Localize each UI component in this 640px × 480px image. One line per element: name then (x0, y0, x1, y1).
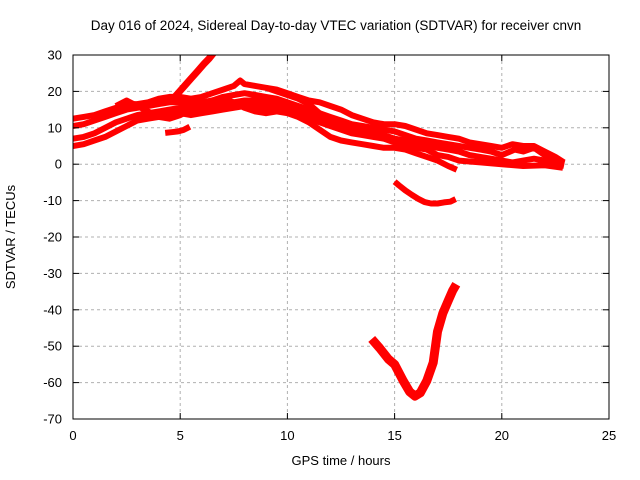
x-tick-label: 20 (495, 428, 509, 443)
x-tick-label: 15 (387, 428, 401, 443)
x-tick-label: 0 (69, 428, 76, 443)
y-tick-label: -30 (43, 266, 62, 281)
series-segment-shallow-dip (392, 179, 458, 207)
y-tick-label: -60 (43, 375, 62, 390)
x-axis-label: GPS time / hours (292, 453, 391, 468)
series-segment-isolated-blob (164, 124, 192, 136)
y-tick-label: -50 (43, 339, 62, 354)
y-tick-label: 20 (48, 84, 62, 99)
series-track-descend (265, 84, 383, 135)
y-tick-label: -70 (43, 412, 62, 427)
y-tick-label: 10 (48, 120, 62, 135)
chart-title: Day 016 of 2024, Sidereal Day-to-day VTE… (91, 18, 581, 33)
data-series-layer (73, 55, 566, 401)
y-tick-label: -10 (43, 193, 62, 208)
x-tick-label: 10 (280, 428, 294, 443)
plot-frame (72, 54, 610, 420)
series-segment-deep-v (368, 282, 461, 401)
tick-labels: 0 5 10 15 20 25 -70 -60 -50 -40 -30 -20 -10 0 10 20 30 (43, 48, 616, 444)
series-segment-steep-clipped (168, 55, 217, 103)
series-track-braid (114, 95, 458, 173)
y-axis-label: SDTVAR / TECUs (3, 184, 18, 289)
series-track-upper (73, 77, 566, 165)
y-tick-label: 30 (48, 48, 62, 63)
y-tick-label: -40 (43, 302, 62, 317)
grid-lines (73, 55, 609, 419)
x-tick-label: 25 (602, 428, 616, 443)
x-tick-label: 5 (177, 428, 184, 443)
y-tick-label: 0 (55, 157, 62, 172)
y-tick-label: -20 (43, 230, 62, 245)
